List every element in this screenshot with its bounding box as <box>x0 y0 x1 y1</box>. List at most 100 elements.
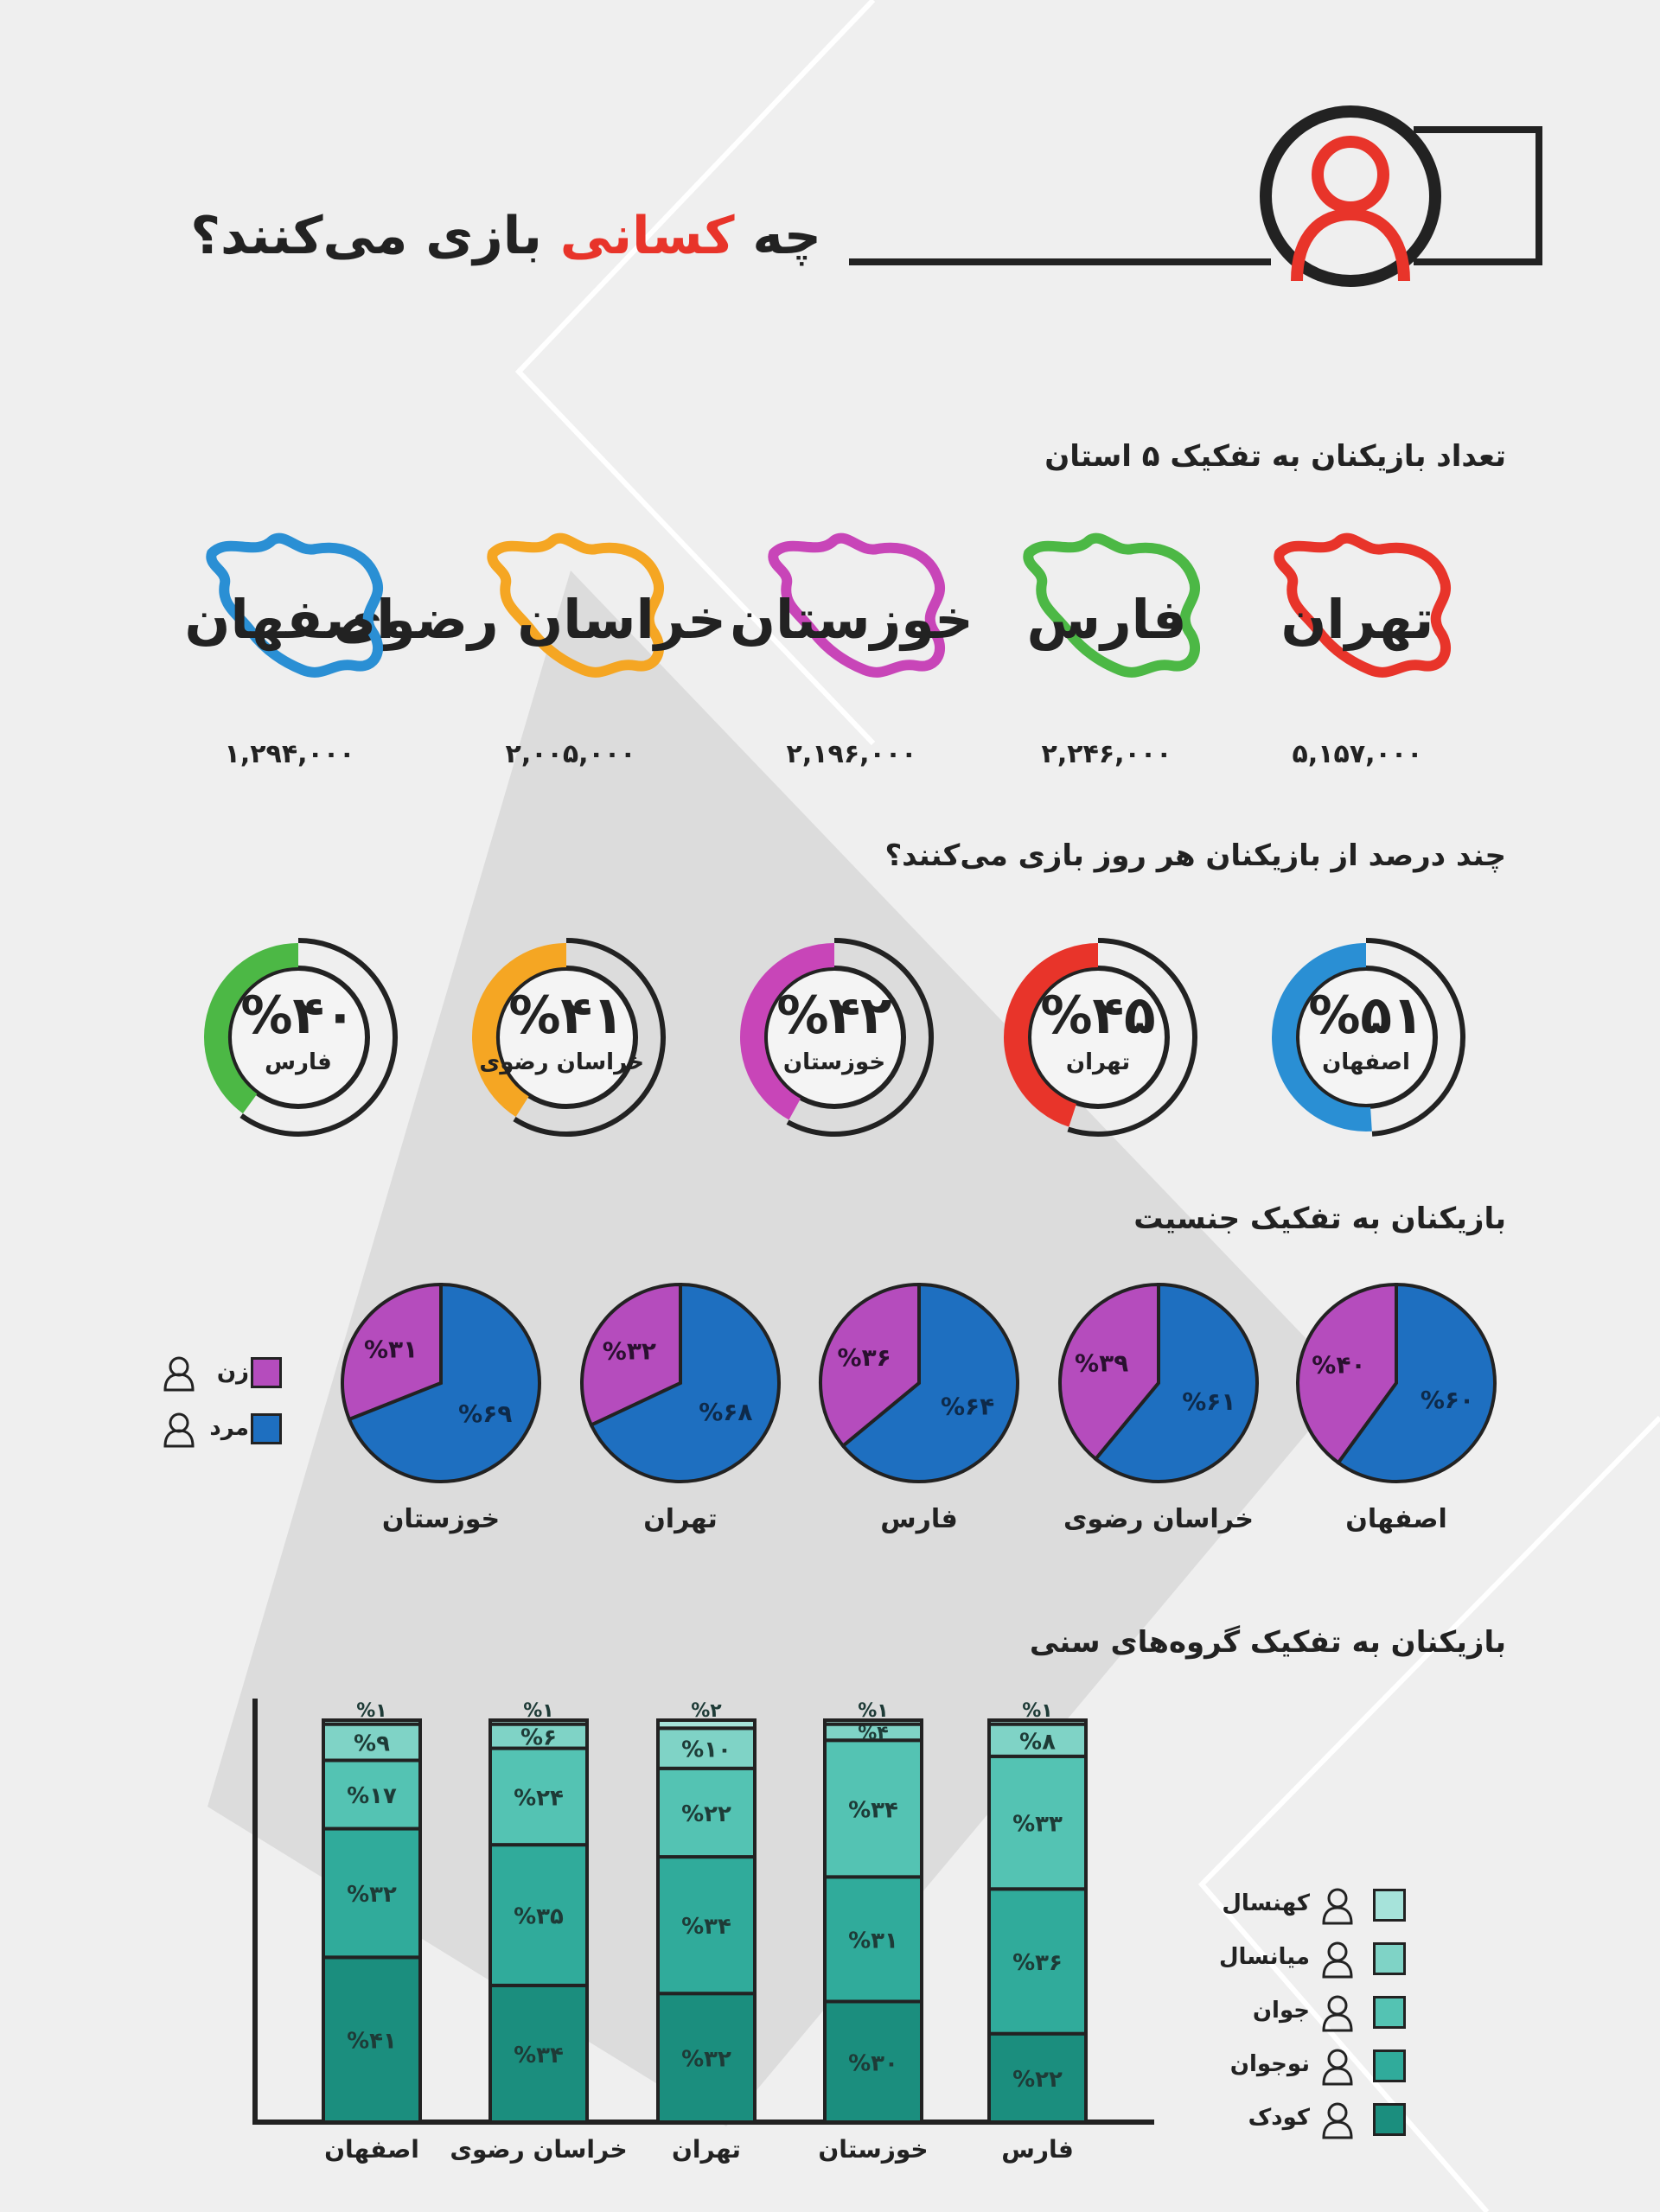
stacked-bar-segment <box>987 2031 1088 2124</box>
man-icon <box>163 1412 195 1448</box>
stacked-bar-segment <box>987 1718 1088 1726</box>
ring-province-name: خوزستان <box>782 1049 886 1075</box>
province-player-count: ۲,۱۹۶,۰۰۰ <box>786 739 917 769</box>
segment-label: %۶ <box>520 1725 557 1751</box>
ring-inner-circle <box>1294 966 1438 1109</box>
pie-slice-male <box>589 1282 781 1483</box>
ring-progress-arc <box>1272 943 1372 1131</box>
section-gender-title: بازیکنان به تفکیک جنسیت <box>1133 1202 1506 1236</box>
segment-label: %۹ <box>354 1731 390 1757</box>
pie-slice-male <box>1336 1282 1497 1483</box>
title-end: بازی می‌کنند؟ <box>190 206 560 266</box>
stacked-bar-segment <box>488 1983 589 2124</box>
daily-ring <box>204 938 398 1137</box>
age-category-name: اصفهان <box>324 2135 419 2164</box>
province-name: خوزستان <box>730 588 974 651</box>
gender-legend-label: زن <box>216 1359 249 1385</box>
background-line <box>1197 1415 1660 2212</box>
pie-label-female: %۳۱ <box>364 1335 418 1364</box>
segment-label: %۳۶ <box>1012 1950 1063 1976</box>
stacked-bar-segment <box>322 1955 422 2125</box>
ring-province-name: تهران <box>1065 1049 1131 1075</box>
stacked-bar-segment <box>823 1999 923 2124</box>
stacked-bar-segment <box>488 1843 589 1987</box>
segment-label: %۲ <box>691 1700 722 1722</box>
pie-slice-male <box>1093 1282 1259 1483</box>
ring-inner-circle <box>495 966 638 1109</box>
stacked-bar-segment <box>488 1718 589 1726</box>
ring-progress-arc <box>472 943 567 1118</box>
ring-outline <box>1067 938 1197 1137</box>
stacked-bar-segment <box>656 1766 757 1859</box>
segment-label: %۳۴ <box>848 1797 898 1823</box>
segment-label: %۴۱ <box>347 2029 397 2055</box>
header-frame <box>1414 126 1542 265</box>
province-name: تهران <box>1280 588 1434 651</box>
province-map-icon <box>487 532 665 678</box>
pie-label-male: %۶۰ <box>1421 1386 1474 1414</box>
pie-label-female: %۴۰ <box>1312 1350 1365 1379</box>
ring-progress-arc <box>204 943 299 1114</box>
section-age-title: بازیکنان به تفکیک گروه‌های سنی <box>1029 1625 1506 1660</box>
age-category-name: تهران <box>672 2135 741 2164</box>
stacked-bar-segment <box>322 1722 422 1763</box>
segment-label: %۳۱ <box>848 1928 898 1954</box>
title-accent: کسانی <box>559 206 735 266</box>
age-legend-label: نوجوان <box>1229 2051 1310 2077</box>
province-player-count: ۲,۰۰۵,۰۰۰ <box>505 739 636 769</box>
stacked-bar-segment <box>987 1722 1088 1758</box>
iran-map-outline-icon <box>206 532 384 678</box>
daily-ring <box>472 938 666 1137</box>
stacked-bar-segment <box>322 1758 422 1831</box>
segment-label: %۳۲ <box>681 2047 731 2073</box>
pie-province-name: اصفهان <box>1345 1504 1447 1534</box>
woman-icon <box>163 1356 195 1392</box>
province-map-icon <box>768 532 946 678</box>
pie-province-name: فارس <box>880 1504 958 1534</box>
ring-percent: %۴۱ <box>508 985 624 1046</box>
ring-province-name: اصفهان <box>1322 1049 1410 1075</box>
segment-label: %۱۰ <box>681 1737 731 1763</box>
segment-label: %۱۷ <box>347 1783 397 1809</box>
iran-map-outline-icon <box>768 532 946 678</box>
ring-inner-circle <box>1026 966 1170 1109</box>
province-map-icon <box>206 532 384 678</box>
province-player-count: ۵,۱۵۷,۰۰۰ <box>1292 739 1423 769</box>
iran-map-outline-icon <box>487 532 665 678</box>
age-legend-swatch <box>1373 2049 1406 2082</box>
ring-percent: %۴۵ <box>1040 985 1156 1046</box>
pie-province-name: خوزستان <box>381 1504 501 1534</box>
stacked-bar-segment <box>987 1887 1088 2036</box>
iran-map-outline-icon <box>1274 532 1452 678</box>
header-decoration <box>849 105 1542 287</box>
ring-percent: %۴۲ <box>776 985 892 1046</box>
age-legend-label: کودک <box>1248 2105 1310 2131</box>
elderly-icon <box>1322 1888 1353 1925</box>
ring-progress-arc <box>1004 943 1099 1127</box>
segment-label: %۱ <box>858 1700 888 1722</box>
ring-outline <box>786 938 934 1137</box>
stacked-bar-segment <box>322 1718 422 1726</box>
pie-province-name: تهران <box>643 1504 718 1534</box>
ring-outline <box>1365 938 1465 1137</box>
ring-province-name: فارس <box>265 1049 332 1075</box>
segment-label: %۸ <box>1019 1729 1056 1755</box>
background-line <box>514 0 876 746</box>
pie-slice-female <box>580 1282 682 1428</box>
province-player-count: ۲,۲۴۶,۰۰۰ <box>1041 739 1172 769</box>
segment-label: %۲۲ <box>1012 2067 1063 2093</box>
daily-ring <box>1272 938 1465 1137</box>
segment-label: %۱ <box>523 1700 553 1722</box>
ring-inner-circle <box>763 966 906 1109</box>
pie-label-male: %۶۱ <box>1182 1387 1235 1416</box>
stacked-bar-segment <box>823 1718 923 1726</box>
stacked-bar-segment <box>656 1992 757 2124</box>
pie-slice-female <box>341 1282 443 1422</box>
stacked-bar-segment <box>656 1855 757 1996</box>
page-title: چه کسانی بازی می‌کنند؟ <box>190 206 821 266</box>
pie-label-male: %۶۸ <box>699 1398 752 1426</box>
age-category-name: خراسان رضوی <box>450 2135 628 2164</box>
iran-map-outline-icon <box>1023 532 1201 678</box>
